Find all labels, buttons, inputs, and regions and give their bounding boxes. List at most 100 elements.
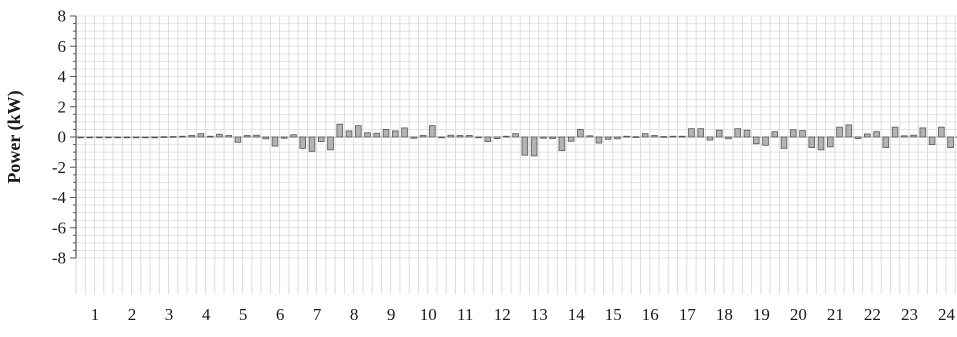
y-tick-label: -2 [52, 158, 66, 177]
bar [660, 136, 667, 138]
bar [401, 127, 408, 138]
bar [243, 135, 251, 138]
bar [299, 136, 307, 149]
bar [595, 136, 603, 144]
y-tick-label: -8 [52, 249, 66, 268]
x-tick-label: 3 [165, 305, 174, 324]
bar [817, 136, 825, 151]
bar [919, 127, 927, 138]
bar [891, 126, 899, 138]
bar [715, 129, 723, 138]
bar [234, 136, 242, 143]
bar [632, 136, 640, 138]
x-tick-label: 11 [457, 305, 473, 324]
bar [317, 136, 325, 142]
bar [669, 135, 677, 138]
bar [762, 136, 769, 146]
bar [484, 136, 492, 142]
bar [114, 136, 121, 139]
x-axis-labels: 1 2 3 4 5 6 7 8 9 10 11 12 13 14 15 16 17 18 19 20 21 22 23 24 [91, 305, 956, 324]
bar [614, 136, 621, 140]
bar [799, 130, 806, 138]
bar [336, 123, 344, 138]
bar [836, 126, 843, 138]
bar [142, 136, 149, 139]
y-tick-label: 4 [58, 67, 67, 86]
bar [345, 130, 353, 138]
x-tick-label: 8 [350, 305, 359, 324]
bar [151, 136, 158, 139]
bar [105, 136, 112, 139]
bar [521, 136, 529, 156]
bar [95, 136, 103, 139]
y-axis-label: Power (kW) [4, 90, 25, 183]
x-tick-label: 10 [420, 305, 437, 324]
bar [688, 128, 695, 138]
bar [447, 134, 455, 138]
x-tick-label: 20 [790, 305, 807, 324]
x-tick-label: 2 [128, 305, 137, 324]
bar [86, 136, 94, 139]
x-tick-label: 12 [494, 305, 511, 324]
bar [179, 135, 186, 138]
x-tick-label: 6 [276, 305, 285, 324]
bar [845, 124, 853, 138]
y-tick-label: -4 [52, 188, 67, 207]
x-tick-label: 16 [642, 305, 659, 324]
bar [623, 135, 630, 138]
bar [752, 136, 760, 145]
bar [271, 136, 279, 147]
bar [743, 129, 751, 138]
bar [947, 136, 954, 148]
bar [419, 135, 427, 138]
bar [77, 136, 84, 139]
bar [429, 125, 436, 138]
bar [132, 136, 140, 139]
bar [253, 134, 260, 138]
bar [780, 136, 788, 149]
bar [567, 136, 575, 142]
x-tick-label: 17 [679, 305, 697, 324]
y-tick-label: 0 [58, 128, 67, 147]
x-tick-label: 13 [531, 305, 548, 324]
bar [438, 136, 445, 139]
bar [410, 136, 418, 139]
bar [530, 136, 538, 157]
x-tick-label: 1 [91, 305, 100, 324]
bar [308, 136, 316, 152]
x-tick-label: 19 [753, 305, 770, 324]
bar [734, 128, 742, 138]
bars [77, 123, 957, 157]
y-tick-label: 6 [58, 37, 67, 56]
bar [540, 136, 547, 139]
bar [327, 136, 334, 151]
bar [456, 135, 464, 138]
x-tick-label: 22 [864, 305, 881, 324]
bar [706, 136, 714, 141]
bar [558, 136, 566, 152]
bar [808, 136, 816, 148]
gridlines [75, 15, 957, 294]
bar [901, 135, 908, 138]
bar [466, 135, 473, 138]
bar [586, 135, 593, 138]
bar [577, 129, 584, 138]
bar [827, 136, 834, 148]
bar [355, 125, 362, 138]
bar [651, 135, 658, 138]
x-tick-label: 9 [387, 305, 396, 324]
bar [364, 132, 371, 138]
bar [873, 131, 880, 138]
bar [382, 129, 390, 138]
bar [789, 129, 797, 138]
bar [475, 136, 482, 139]
bar [216, 133, 223, 138]
bar [864, 133, 871, 138]
y-tick-label: 8 [58, 7, 67, 26]
bar [197, 133, 205, 138]
bar [206, 135, 214, 138]
bar [290, 134, 297, 138]
x-tick-label: 18 [716, 305, 733, 324]
bar [169, 136, 177, 138]
